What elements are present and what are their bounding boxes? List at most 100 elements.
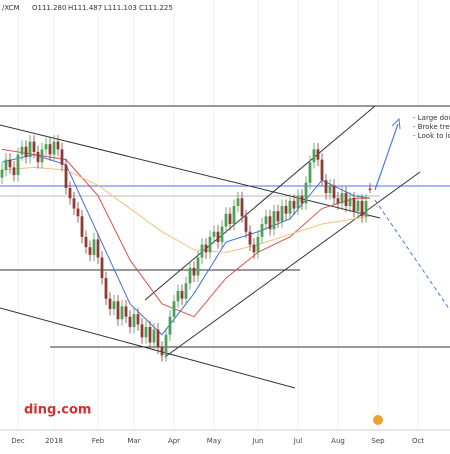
- candle-body: [348, 198, 352, 206]
- candle-body: [176, 290, 180, 302]
- candle-body: [296, 195, 300, 209]
- candle-body: [32, 141, 36, 152]
- trend-line: [0, 307, 296, 389]
- candle-body: [276, 211, 280, 222]
- candle-body: [48, 144, 52, 155]
- forecast-arrow: [374, 123, 399, 191]
- candle-body: [180, 290, 184, 299]
- candle-body: [68, 187, 72, 199]
- candle-body: [104, 278, 108, 299]
- ohlc-open: O111.280: [32, 4, 66, 12]
- candle-body: [4, 159, 8, 170]
- watermark: ding.com: [24, 403, 91, 418]
- candle-body: [236, 198, 240, 206]
- ohlc-low: L111.103: [104, 4, 137, 12]
- candle-body: [260, 224, 264, 237]
- candle-body: [172, 301, 176, 317]
- candle-body: [332, 185, 336, 199]
- arrow-head: [391, 117, 401, 130]
- marks: [0, 135, 372, 362]
- channel-line: [144, 105, 376, 301]
- candle-body: [80, 216, 84, 237]
- candle-body: [212, 231, 216, 237]
- candle-body: [40, 149, 44, 163]
- candle-body: [248, 231, 252, 245]
- candle-body: [108, 298, 112, 309]
- candle-body: [76, 208, 80, 217]
- candle-body: [60, 149, 64, 165]
- candle-body: [56, 141, 60, 150]
- candle-body: [44, 144, 48, 150]
- candle-body: [16, 154, 20, 176]
- candle-body: [88, 247, 92, 255]
- candle-body: [264, 216, 268, 225]
- ohlc-high: H111.487: [68, 4, 102, 12]
- candle-body: [232, 205, 236, 225]
- candle-body: [140, 324, 144, 338]
- candle-body: [244, 216, 248, 232]
- candle-body: [20, 146, 24, 155]
- candle-body: [152, 329, 156, 343]
- candle-body: [268, 216, 272, 230]
- candle-body: [204, 244, 208, 253]
- candle-body: [352, 198, 356, 212]
- candle-body: [208, 236, 212, 253]
- symbol: /XCM: [2, 4, 20, 12]
- candle-body: [92, 239, 96, 255]
- candle-body: [160, 347, 164, 356]
- x-tick-label: Oct: [412, 437, 424, 445]
- x-tick-label: Jul: [293, 437, 303, 445]
- candle-body: [188, 267, 192, 284]
- candle-body: [72, 198, 76, 209]
- candle-body: [252, 244, 256, 253]
- candle-body: [64, 164, 68, 188]
- candle-body: [340, 193, 344, 204]
- candle-body: [308, 162, 312, 183]
- candle-body: [224, 213, 228, 227]
- x-tick-label: Jun: [252, 437, 264, 445]
- candle-body: [280, 205, 284, 222]
- x-tick-label: May: [207, 437, 221, 445]
- candle-body: [300, 195, 304, 204]
- candle-body: [328, 185, 332, 194]
- logo-icon: [373, 415, 383, 425]
- x-tick-label: Feb: [92, 437, 105, 445]
- candle-body: [184, 283, 188, 299]
- candle-body: [24, 146, 28, 158]
- candle-body: [84, 236, 88, 248]
- candle-body: [320, 159, 324, 181]
- annotation: - Broke trend: [413, 123, 450, 131]
- candle-body: [28, 141, 32, 158]
- candle-body: [356, 200, 360, 212]
- trend-line: [0, 124, 381, 219]
- ohlc-close: C111.225: [139, 4, 173, 12]
- candle-body: [112, 301, 116, 309]
- candle-body: [312, 149, 316, 163]
- candle-body: [100, 257, 104, 279]
- annotation: - Large down: [413, 114, 450, 122]
- candle-body: [364, 200, 368, 217]
- grid: [17, 0, 419, 430]
- candle-body: [120, 306, 124, 320]
- candle-body: [168, 316, 172, 335]
- candle-body: [240, 198, 244, 217]
- candle-body: [196, 257, 200, 276]
- candle-body: [304, 182, 308, 204]
- x-tick-label: Sep: [371, 437, 385, 445]
- candle-body: [220, 226, 224, 243]
- candle-body: [156, 329, 160, 348]
- candle-body: [124, 306, 128, 317]
- x-tick-label: Apr: [168, 437, 180, 445]
- candle-body: [36, 151, 40, 163]
- drawings: [0, 105, 450, 389]
- candle-body: [192, 267, 196, 276]
- candle-body: [368, 188, 372, 190]
- candle-body: [144, 327, 148, 338]
- candle-body: [116, 301, 120, 320]
- forecast-arrow: [374, 199, 450, 311]
- candle-body: [96, 239, 100, 258]
- candle-body: [256, 236, 260, 253]
- candle-body: [316, 149, 320, 160]
